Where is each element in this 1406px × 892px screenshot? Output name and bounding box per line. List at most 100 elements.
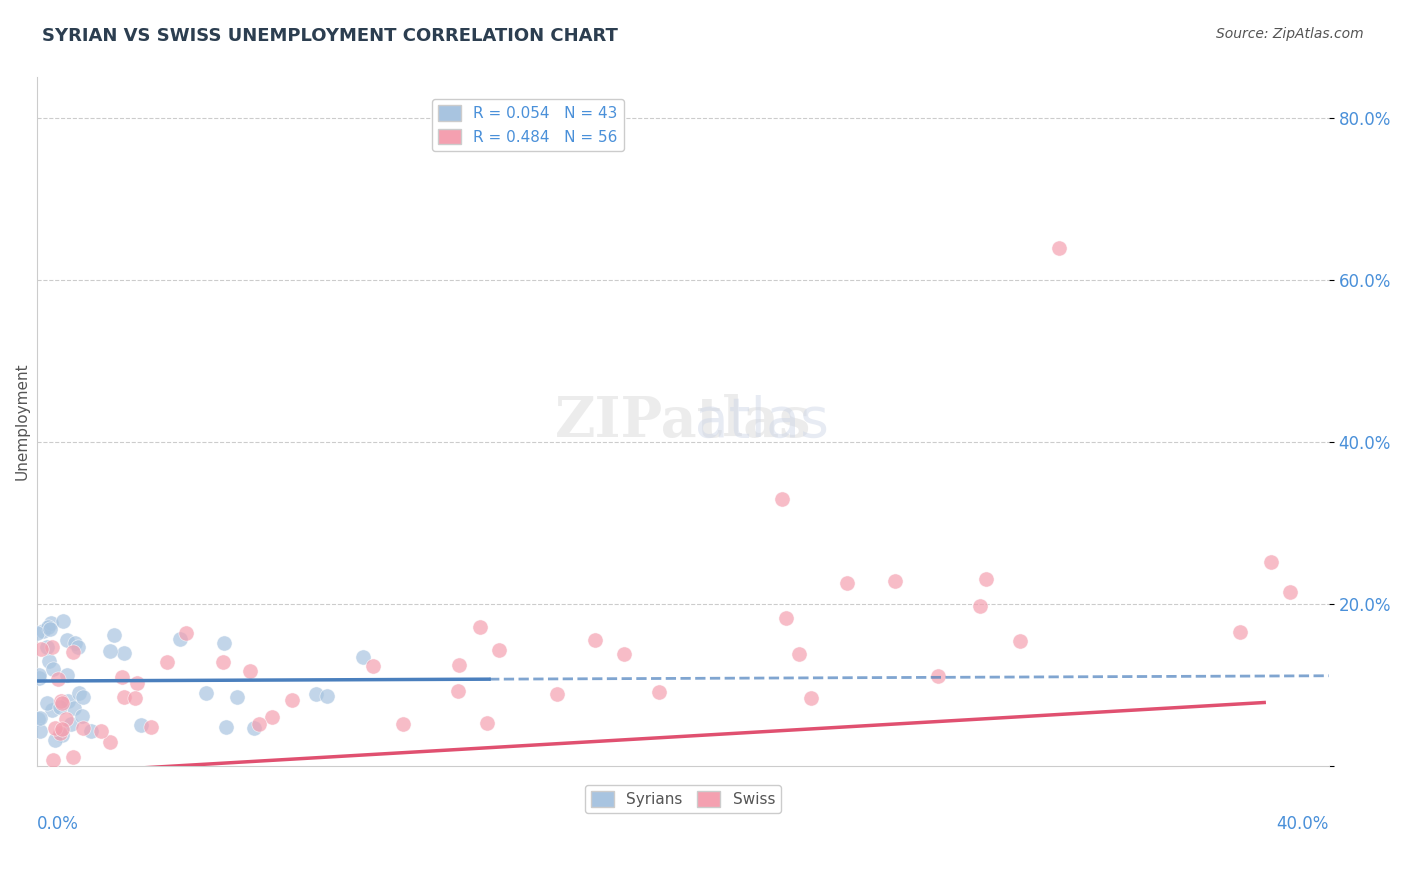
Y-axis label: Unemployment: Unemployment xyxy=(15,363,30,481)
Point xyxy=(392,716,415,731)
Point xyxy=(44,733,66,747)
Point xyxy=(27,626,49,640)
Point xyxy=(800,691,823,706)
Point xyxy=(103,628,125,642)
Point xyxy=(281,692,304,706)
Point xyxy=(239,664,262,678)
Point xyxy=(775,611,797,625)
Point xyxy=(98,644,121,658)
Point xyxy=(226,690,249,704)
Point xyxy=(46,672,69,686)
Point xyxy=(52,614,75,628)
Point xyxy=(63,636,86,650)
Point xyxy=(789,647,811,661)
Legend: Syrians, Swiss: Syrians, Swiss xyxy=(585,785,782,814)
Point xyxy=(141,720,163,734)
Point xyxy=(1047,241,1070,255)
Point xyxy=(883,574,905,588)
Point xyxy=(156,656,179,670)
Point xyxy=(27,712,49,726)
Point xyxy=(361,658,384,673)
Point xyxy=(247,717,270,731)
Point xyxy=(212,636,235,650)
Point xyxy=(62,749,84,764)
Point xyxy=(44,721,66,735)
Point xyxy=(243,721,266,735)
Point xyxy=(212,655,235,669)
Point xyxy=(72,721,94,735)
Point xyxy=(315,689,337,703)
Point xyxy=(35,697,58,711)
Point xyxy=(583,633,606,648)
Point xyxy=(28,711,51,725)
Point xyxy=(449,657,471,672)
Text: 40.0%: 40.0% xyxy=(1277,814,1329,832)
Point xyxy=(70,709,93,723)
Point xyxy=(176,626,198,640)
Point xyxy=(56,668,79,682)
Point xyxy=(927,668,949,682)
Point xyxy=(488,642,510,657)
Text: Source: ZipAtlas.com: Source: ZipAtlas.com xyxy=(1216,27,1364,41)
Point xyxy=(63,700,86,714)
Point xyxy=(38,654,60,668)
Point xyxy=(30,641,52,656)
Point xyxy=(546,687,568,701)
Point xyxy=(51,722,73,736)
Text: atlas: atlas xyxy=(536,394,830,449)
Point xyxy=(648,685,671,699)
Point xyxy=(28,668,51,682)
Point xyxy=(262,710,284,724)
Point xyxy=(90,724,112,739)
Point xyxy=(114,690,136,705)
Point xyxy=(49,694,72,708)
Point xyxy=(770,491,793,506)
Point xyxy=(111,670,134,684)
Point xyxy=(969,599,991,613)
Point xyxy=(62,645,84,659)
Point xyxy=(194,686,217,700)
Point xyxy=(305,687,328,701)
Point xyxy=(67,686,90,700)
Text: ZIPatlas: ZIPatlas xyxy=(555,394,811,450)
Point xyxy=(1260,555,1282,569)
Point xyxy=(30,723,52,738)
Point xyxy=(41,661,63,675)
Point xyxy=(39,622,62,636)
Point xyxy=(80,724,103,739)
Text: SYRIAN VS SWISS UNEMPLOYMENT CORRELATION CHART: SYRIAN VS SWISS UNEMPLOYMENT CORRELATION… xyxy=(42,27,619,45)
Point xyxy=(56,633,79,648)
Point xyxy=(37,620,59,634)
Point xyxy=(28,671,51,685)
Point xyxy=(41,703,63,717)
Point xyxy=(42,753,65,767)
Point xyxy=(66,640,89,654)
Point xyxy=(352,650,374,665)
Point xyxy=(49,699,72,714)
Point xyxy=(112,647,135,661)
Point xyxy=(59,716,82,731)
Point xyxy=(55,712,77,726)
Point xyxy=(468,620,491,634)
Point xyxy=(475,715,498,730)
Point xyxy=(124,691,146,706)
Point xyxy=(1279,585,1302,599)
Point xyxy=(51,697,73,711)
Point xyxy=(51,728,73,742)
Point xyxy=(129,717,152,731)
Point xyxy=(215,721,238,735)
Point xyxy=(447,684,470,698)
Point xyxy=(613,647,636,661)
Text: 0.0%: 0.0% xyxy=(37,814,79,832)
Point xyxy=(169,632,191,646)
Point xyxy=(56,694,79,708)
Point xyxy=(98,735,121,749)
Point xyxy=(125,676,148,690)
Point xyxy=(837,576,859,591)
Point xyxy=(32,624,55,638)
Point xyxy=(974,572,997,586)
Point xyxy=(49,726,72,740)
Point xyxy=(1008,634,1031,648)
Point xyxy=(35,640,58,655)
Point xyxy=(1229,625,1251,640)
